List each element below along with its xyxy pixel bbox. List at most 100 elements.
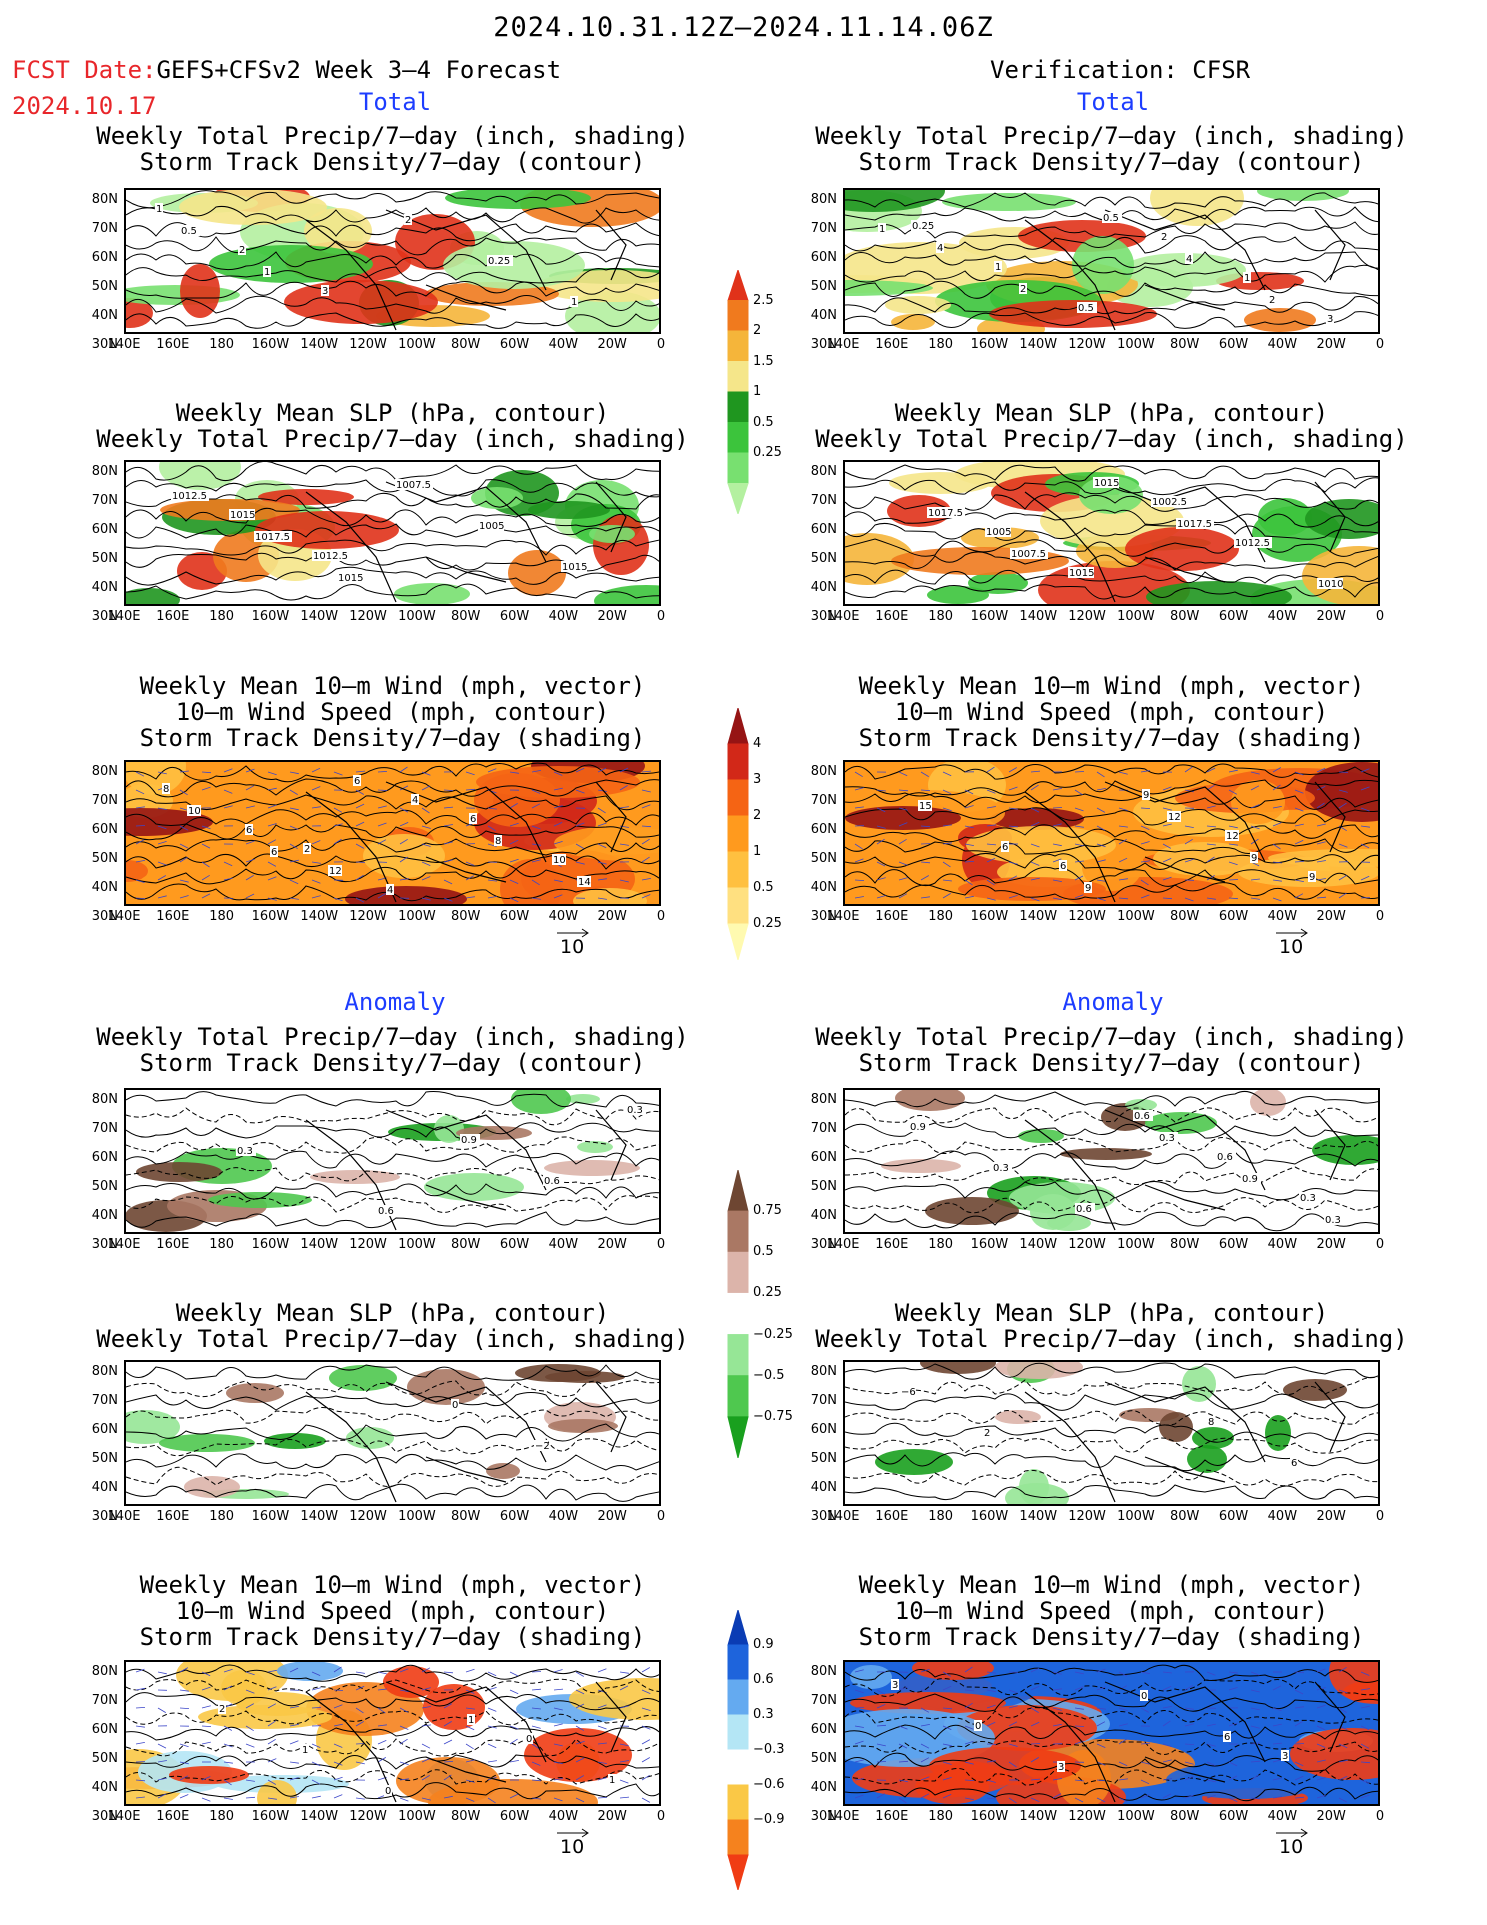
wind-vector (1272, 1707, 1282, 1712)
reference-arrow-icon (557, 928, 589, 938)
wind-vector (223, 1797, 233, 1800)
wind-vector (854, 787, 864, 791)
lon-tick-label: 20W (597, 1809, 627, 1824)
lat-tick-label: 60N (810, 522, 837, 537)
contour-label-bg (992, 1162, 1012, 1173)
lon-tick-label: 140W (1019, 1809, 1058, 1824)
contour-label-bg (909, 1121, 929, 1132)
map-panel-p2L: 1015 1012.5 1007.5 1005 1015 1012.5 1017.5 1015 (124, 460, 661, 606)
contour-line (126, 523, 659, 539)
wind-vector (399, 785, 409, 791)
lon-tick-label: 40W (1267, 1809, 1298, 1824)
wind-vector (1074, 1671, 1084, 1675)
lat-tick-label: 80N (91, 1364, 118, 1379)
contour-line (126, 266, 659, 284)
wind-vector (1118, 1685, 1128, 1691)
shading-region (486, 1463, 520, 1479)
panel-title-line: 10–m Wind Speed (mph, contour) (175, 1597, 610, 1625)
wind-vector (377, 1671, 387, 1675)
lon-tick-label: 160E (875, 1509, 909, 1524)
contour-line (126, 1211, 659, 1229)
contour-label-bg (936, 242, 944, 253)
reference-arrow-label: 10 (1279, 1836, 1304, 1858)
contour-label-bg (1059, 860, 1067, 871)
colorbar-segment (727, 1375, 749, 1418)
wind-vector (509, 1671, 519, 1677)
lat-tick-label: 40N (810, 580, 837, 595)
lon-tick-label: 0 (656, 1509, 666, 1524)
wind-vector (1294, 823, 1304, 827)
wind-vector (267, 823, 277, 827)
wind-vector (311, 1743, 321, 1748)
wind-vector (465, 875, 475, 881)
lon-tick-label: 20W (1316, 1809, 1346, 1824)
contour-label: 1002.5 (1152, 497, 1187, 508)
colorbar-label: 4 (753, 736, 762, 751)
wind-vector (876, 825, 886, 829)
colorbar-storm_total (727, 708, 749, 960)
wind-vector (1074, 1797, 1084, 1803)
contour-line (845, 311, 1378, 329)
wind-vector (1118, 1761, 1128, 1767)
wind-vector (898, 822, 908, 827)
shading-region (594, 585, 659, 604)
contour-label: 1 (1244, 273, 1250, 284)
contour-line (126, 1150, 659, 1169)
wind-vector (1250, 804, 1260, 809)
wind-vector (1272, 1796, 1282, 1799)
lat-tick-label: 30N (91, 1809, 118, 1824)
wind-vector (1184, 1794, 1194, 1799)
shading-region (476, 766, 640, 798)
shading-region (995, 1362, 1083, 1379)
wind-vector (443, 1703, 452, 1709)
fcst-product: GEFS+CFSv2 Week 3–4 Forecast (156, 56, 562, 84)
contour-label-bg (254, 531, 292, 542)
lon-tick-label: 120W (349, 337, 387, 352)
wind-vector (898, 1725, 908, 1730)
shading-region (573, 888, 647, 904)
wind-vector (1140, 770, 1150, 773)
colorbar-segment (727, 851, 749, 889)
lat-tick-label: 70N (810, 1393, 837, 1408)
colorbar-segment (727, 391, 749, 423)
lat-tick-label: 80N (91, 464, 118, 479)
contour-label-bg (1290, 1457, 1298, 1468)
wind-vector (1360, 1794, 1370, 1799)
wind-vector (1096, 1743, 1106, 1748)
wind-vector (619, 785, 628, 791)
wind-vector (1162, 1720, 1171, 1727)
wind-vector (619, 806, 629, 809)
map-svg: 3 3 0 3 0 6 (845, 1662, 1378, 1804)
lat-tick-label: 80N (810, 464, 837, 479)
contour-label-bg (1281, 1750, 1289, 1761)
shading-region (1047, 1215, 1091, 1231)
shading-region (1231, 780, 1285, 824)
wind-vector (487, 825, 496, 832)
wind-vector (619, 767, 629, 773)
wind-vector (509, 803, 518, 809)
lon-tick-label: 0 (1375, 609, 1385, 624)
colorbar-label: 0.3 (753, 1707, 774, 1722)
wind-vector (245, 840, 255, 845)
contour-label-bg (245, 824, 253, 835)
wind-vector (1030, 1707, 1039, 1713)
wind-vector (1316, 1759, 1326, 1763)
wind-vector (553, 1669, 563, 1673)
wind-vector (289, 879, 299, 885)
wind-vector (377, 1688, 387, 1691)
wind-vector (421, 1797, 431, 1801)
wind-vector (355, 1707, 364, 1714)
wind-vector (1294, 771, 1304, 776)
wind-vector (920, 1743, 930, 1749)
contour-label-bg (570, 296, 578, 307)
wind-vector (553, 771, 563, 776)
wind-vector (942, 842, 952, 845)
wind-vector (575, 843, 584, 849)
wind-vector (531, 770, 541, 773)
wind-vector (920, 1707, 930, 1713)
contour-label-bg (994, 261, 1002, 272)
lon-tick-label: 120W (349, 1237, 387, 1252)
lon-tick-label: 80W (1170, 609, 1200, 624)
wind-vector (1294, 1706, 1304, 1709)
lon-tick-label: 20W (597, 337, 627, 352)
